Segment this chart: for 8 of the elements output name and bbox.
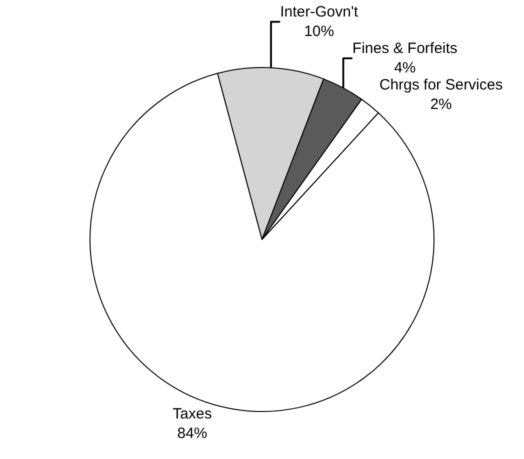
slice-label: Fines & Forfeits bbox=[352, 40, 458, 58]
data-label: 2% bbox=[430, 96, 452, 114]
data-label: 84% bbox=[177, 424, 208, 442]
data-label: 4% bbox=[394, 60, 416, 77]
slice-label: Chrgs for Services bbox=[379, 76, 503, 94]
data-label: 10% bbox=[304, 23, 334, 40]
slice-label: Inter-Govn't bbox=[280, 4, 359, 21]
slice-label: Taxes bbox=[172, 405, 212, 422]
